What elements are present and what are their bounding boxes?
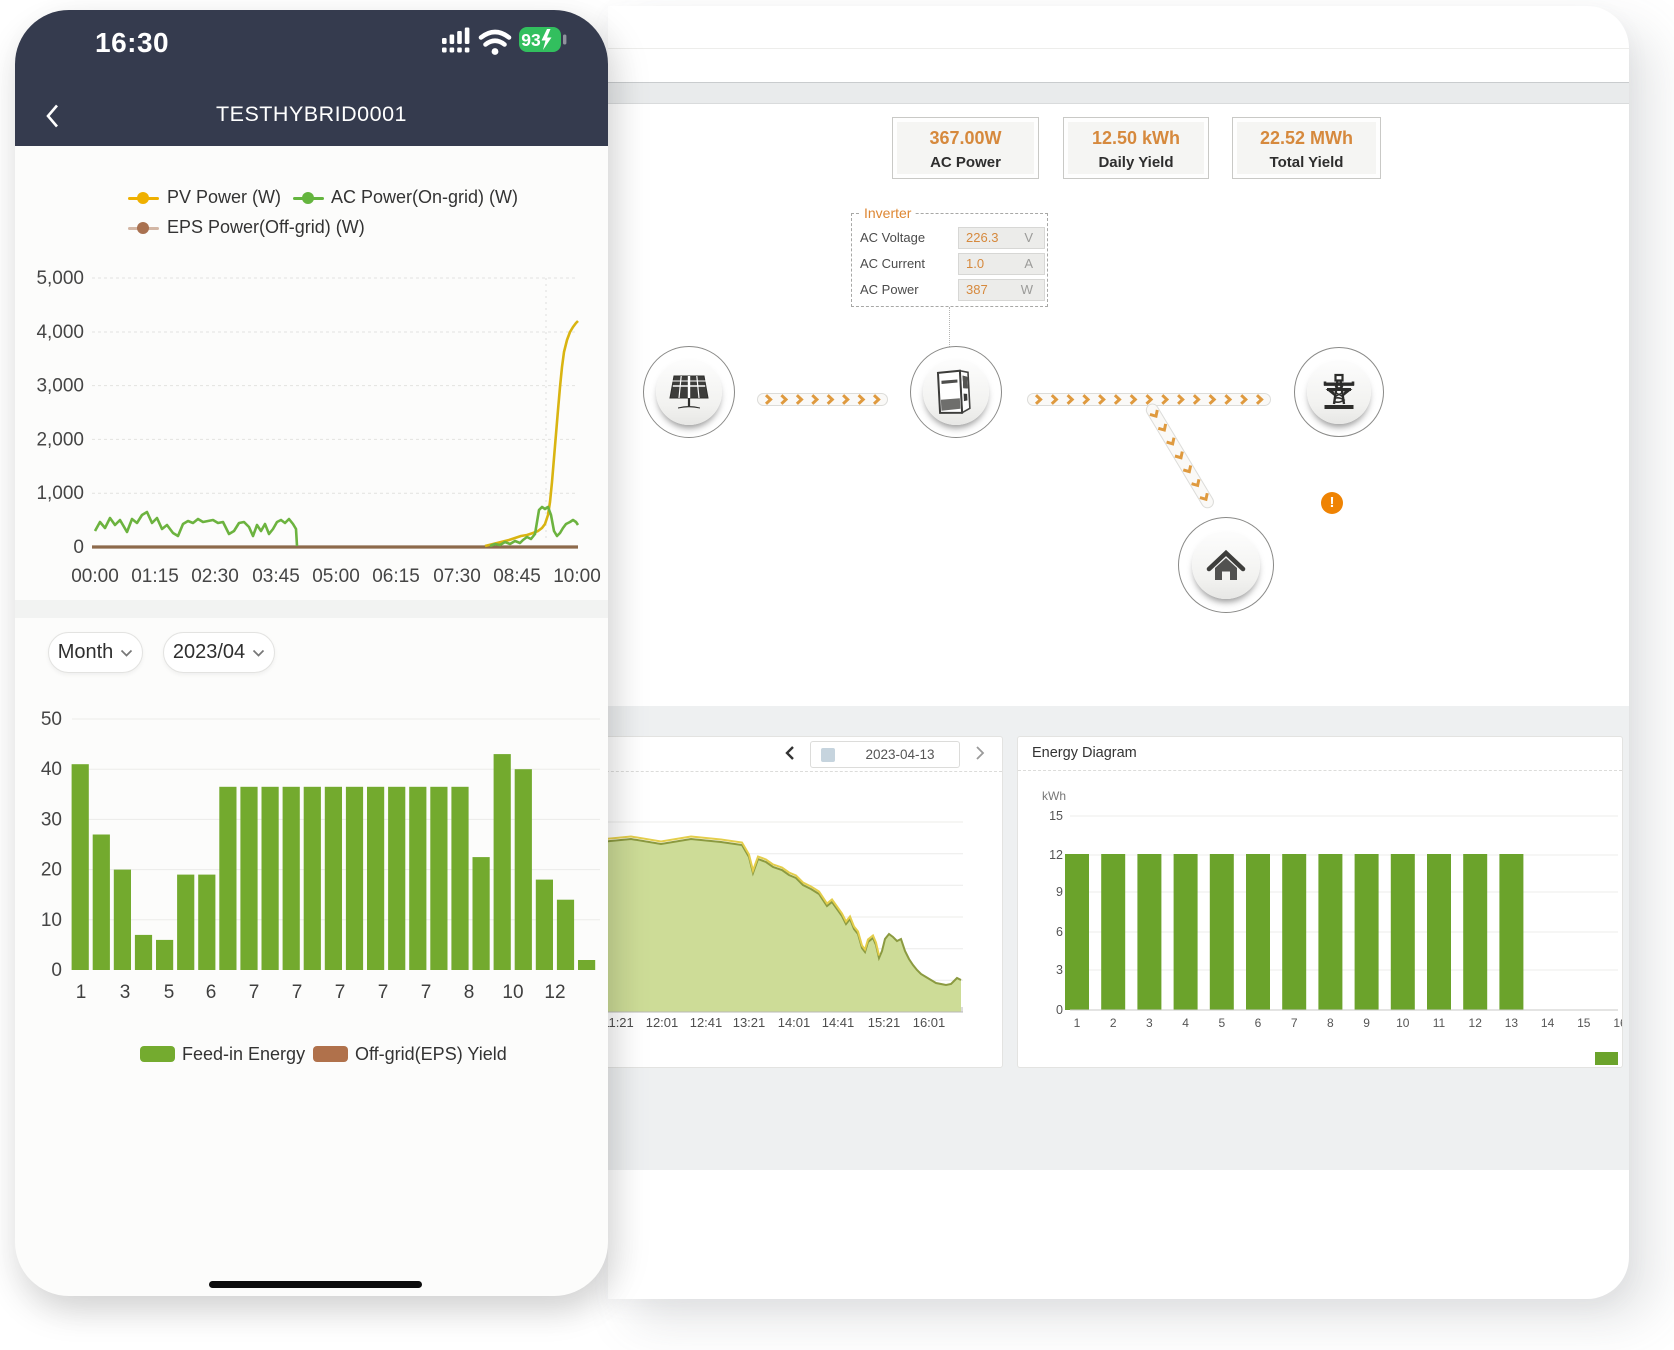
svg-text:2,000: 2,000 [36,429,84,450]
svg-text:Yie: Yie [1622,1052,1623,1066]
svg-text:4: 4 [1182,1016,1189,1030]
svg-text:14:41: 14:41 [822,1015,855,1030]
svg-text:5,000: 5,000 [36,268,84,289]
svg-text:16:01: 16:01 [913,1015,946,1030]
svg-text:13: 13 [1505,1016,1519,1030]
svg-text:9: 9 [1363,1016,1370,1030]
svg-text:7: 7 [292,982,303,1003]
svg-text:20: 20 [41,860,62,881]
svg-text:3,000: 3,000 [36,376,84,397]
svg-text:3: 3 [1146,1016,1153,1030]
svg-text:07:30: 07:30 [433,566,481,587]
svg-text:15: 15 [1577,1016,1591,1030]
svg-text:10: 10 [502,982,523,1003]
svg-text:16: 16 [1613,1016,1623,1030]
svg-text:5: 5 [1218,1016,1225,1030]
svg-text:12:01: 12:01 [646,1015,679,1030]
svg-text:02:30: 02:30 [191,566,239,587]
svg-text:0: 0 [1056,1003,1063,1017]
svg-text:00:00: 00:00 [71,566,119,587]
svg-text:12: 12 [544,982,565,1003]
svg-text:10: 10 [1396,1016,1410,1030]
svg-text:50: 50 [41,709,62,730]
svg-text:93: 93 [521,30,541,50]
svg-text:4,000: 4,000 [36,322,84,343]
svg-text:40: 40 [41,759,62,780]
svg-text:14:01: 14:01 [778,1015,811,1030]
svg-text:0: 0 [73,537,84,558]
svg-text:01:15: 01:15 [131,566,179,587]
svg-text:15: 15 [1049,809,1063,823]
svg-text:12: 12 [1469,1016,1483,1030]
svg-text:9: 9 [1056,885,1063,899]
svg-text:30: 30 [41,809,62,830]
svg-text:1,000: 1,000 [36,483,84,504]
svg-text:2: 2 [1110,1016,1117,1030]
svg-text:7: 7 [1291,1016,1298,1030]
svg-text:05:00: 05:00 [312,566,360,587]
svg-text:1: 1 [76,982,87,1003]
svg-text:0: 0 [51,960,62,981]
svg-text:03:45: 03:45 [252,566,300,587]
svg-text:1: 1 [1074,1016,1081,1030]
svg-text:13:21: 13:21 [733,1015,766,1030]
svg-text:11:21: 11:21 [608,1015,634,1030]
svg-text:10:00: 10:00 [553,566,601,587]
svg-text:7: 7 [378,982,389,1003]
svg-text:8: 8 [1327,1016,1334,1030]
svg-text:12: 12 [1049,848,1063,862]
svg-text:06:15: 06:15 [372,566,420,587]
svg-text:10: 10 [41,910,62,931]
svg-text:12:41: 12:41 [690,1015,723,1030]
svg-text:7: 7 [421,982,432,1003]
svg-text:6: 6 [1056,925,1063,939]
svg-text:6: 6 [1255,1016,1262,1030]
svg-text:7: 7 [249,982,260,1003]
svg-text:08:45: 08:45 [493,566,541,587]
svg-text:15:21: 15:21 [868,1015,901,1030]
svg-text:6: 6 [206,982,217,1003]
svg-text:14: 14 [1541,1016,1555,1030]
svg-text:11: 11 [1433,1016,1446,1030]
svg-text:7: 7 [335,982,346,1003]
svg-text:5: 5 [164,982,175,1003]
svg-text:8: 8 [464,982,475,1003]
svg-text:3: 3 [1056,963,1063,977]
svg-text:3: 3 [120,982,131,1003]
